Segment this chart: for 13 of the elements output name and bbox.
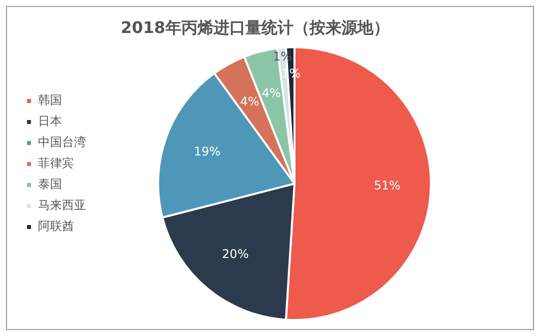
data-label: 19% [194, 144, 221, 158]
legend-label: 泰国 [38, 177, 62, 192]
data-label: 51% [374, 178, 401, 193]
chart-title: 2018年丙烯进口量统计（按来源地） [120, 18, 390, 37]
legend-label: 阿联酋 [38, 219, 74, 234]
legend-label: 日本 [38, 114, 62, 128]
legend-label: 马来西亚 [38, 198, 86, 212]
data-label: 4% [262, 86, 281, 100]
legend-label: 韩国 [38, 93, 62, 108]
data-label: 20% [222, 247, 249, 262]
legend-label: 菲律宾 [38, 156, 74, 170]
data-label: 4% [240, 94, 260, 108]
legend-label: 中国台湾 [38, 135, 86, 150]
